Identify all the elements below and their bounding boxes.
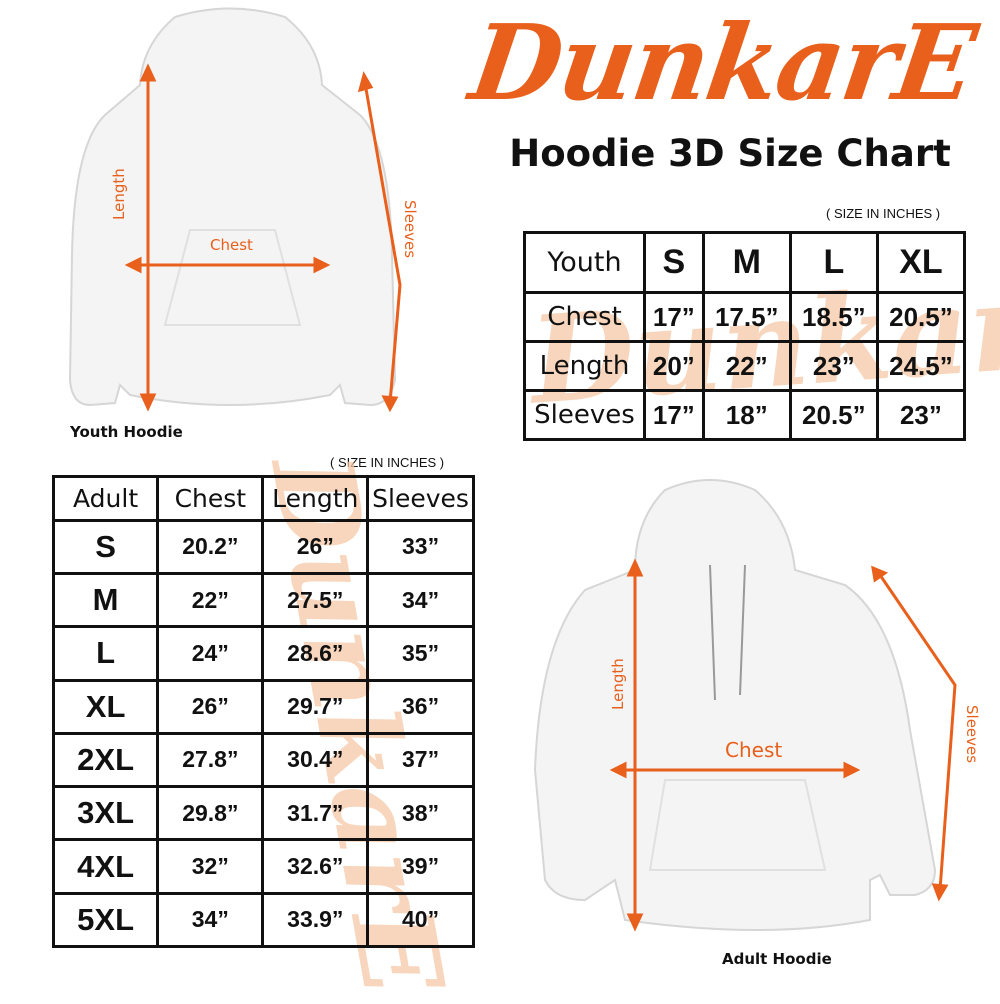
row-label: Length	[523, 340, 646, 393]
header-cell: Adult	[51, 475, 160, 522]
table-cell: 32”	[156, 838, 265, 895]
youth-length-label: Length	[110, 168, 128, 220]
table-cell: 28.6”	[261, 625, 370, 682]
table-cell: 20.2”	[156, 518, 265, 576]
table-cell: 40”	[366, 891, 475, 949]
adult-size-table: Adult Chest Length Sleeves S 20.2” 26” 33” M…	[51, 475, 475, 949]
table-cell: 18.5”	[788, 291, 879, 344]
table-cell: 17”	[643, 389, 705, 441]
table-row: L 24” 28.6” 35”	[51, 625, 475, 682]
adult-sleeves-label: Sleeves	[963, 705, 981, 763]
table-row: M 22” 27.5” 34”	[51, 571, 475, 629]
size-label: 4XL	[51, 838, 160, 895]
table-cell: 31.7”	[261, 785, 370, 842]
youth-chest-label: Chest	[210, 236, 253, 254]
size-label: XL	[51, 678, 160, 735]
table-cell: 18”	[701, 389, 792, 441]
adult-length-label: Length	[609, 658, 627, 710]
adult-unit-note: ( SIZE IN INCHES )	[330, 455, 445, 470]
table-cell: 23”	[875, 389, 967, 441]
table-cell: 23”	[788, 340, 879, 393]
table-cell: 39”	[366, 838, 475, 895]
header-cell: Sleeves	[366, 475, 475, 522]
size-label: M	[51, 571, 160, 629]
youth-hoodie-caption: Youth Hoodie	[70, 423, 183, 441]
table-cell: 26”	[261, 518, 370, 576]
table-cell: 34”	[366, 571, 475, 629]
table-cell: 37”	[366, 731, 475, 789]
size-label: 3XL	[51, 785, 160, 842]
size-label: S	[51, 518, 160, 576]
table-cell: 20.5”	[788, 389, 879, 441]
table-cell: 30.4”	[261, 731, 370, 789]
header-cell: Chest	[156, 475, 265, 522]
table-cell: 20.5”	[875, 291, 967, 344]
brand-logo: DunkarE	[463, 1, 982, 124]
table-cell: 34”	[156, 891, 265, 949]
table-cell: 27.8”	[156, 731, 265, 789]
table-cell: 38”	[366, 785, 475, 842]
row-label: Sleeves	[523, 389, 646, 441]
table-cell: 26”	[156, 678, 265, 735]
header-cell: S	[643, 230, 705, 295]
table-cell: 24.5”	[875, 340, 967, 393]
table-cell: 32.6”	[261, 838, 370, 895]
size-label: 2XL	[51, 731, 160, 789]
header-cell: XL	[875, 230, 967, 295]
table-cell: 17”	[643, 291, 705, 344]
adult-chest-label: Chest	[725, 738, 782, 762]
table-row: 5XL 34” 33.9” 40”	[51, 891, 475, 949]
table-header-row: Youth S M L XL	[523, 230, 967, 295]
youth-sleeves-label: Sleeves	[401, 200, 419, 258]
table-cell: 17.5”	[701, 291, 792, 344]
table-row: S 20.2” 26” 33”	[51, 518, 475, 576]
youth-size-table: Youth S M L XL Chest 17” 17.5” 18.5” 20.…	[523, 230, 967, 441]
table-cell: 24”	[156, 625, 265, 682]
table-row: Sleeves 17” 18” 20.5” 23”	[523, 389, 967, 441]
table-cell: 33.9”	[261, 891, 370, 949]
size-label: 5XL	[51, 891, 160, 949]
adult-hoodie-caption: Adult Hoodie	[722, 950, 832, 968]
table-row: 3XL 29.8” 31.7” 38”	[51, 785, 475, 842]
table-row: XL 26” 29.7” 36”	[51, 678, 475, 735]
table-cell: 22”	[156, 571, 265, 629]
size-label: L	[51, 625, 160, 682]
table-row: Chest 17” 17.5” 18.5” 20.5”	[523, 291, 967, 344]
table-cell: 27.5”	[261, 571, 370, 629]
youth-unit-note: ( SIZE IN INCHES )	[826, 206, 941, 221]
page-title: Hoodie 3D Size Chart	[509, 132, 951, 175]
table-cell: 29.8”	[156, 785, 265, 842]
table-row: 4XL 32” 32.6” 39”	[51, 838, 475, 895]
header-cell: L	[788, 230, 879, 295]
table-cell: 22”	[701, 340, 792, 393]
header-cell: Youth	[523, 230, 646, 295]
table-cell: 36”	[366, 678, 475, 735]
table-row: Length 20” 22” 23” 24.5”	[523, 340, 967, 393]
header-cell: Length	[261, 475, 370, 522]
youth-hoodie-image: Length Chest Sleeves	[68, 7, 419, 413]
table-row: 2XL 27.8” 30.4” 37”	[51, 731, 475, 789]
row-label: Chest	[523, 291, 646, 344]
table-header-row: Adult Chest Length Sleeves	[51, 475, 475, 522]
header-cell: M	[701, 230, 792, 295]
table-cell: 35”	[366, 625, 475, 682]
table-cell: 29.7”	[261, 678, 370, 735]
adult-hoodie-image: Length Chest Sleeves	[533, 479, 981, 932]
table-cell: 33”	[366, 518, 475, 576]
table-cell: 20”	[643, 340, 705, 393]
